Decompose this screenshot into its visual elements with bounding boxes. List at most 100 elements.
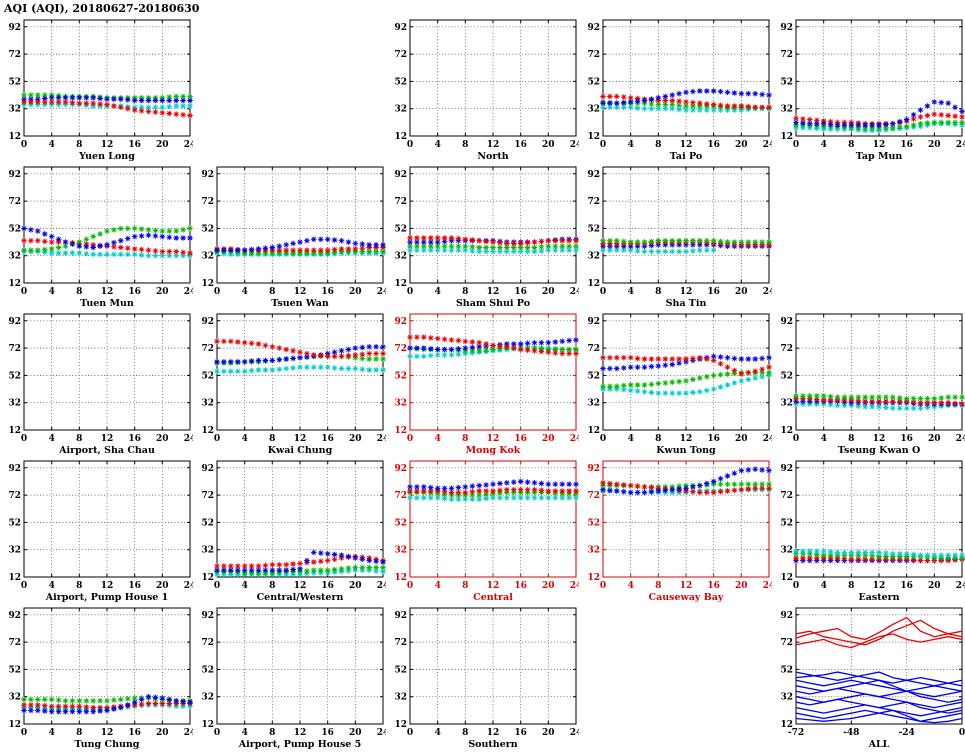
y-tick-label: 52	[201, 518, 214, 528]
gridlines	[410, 608, 576, 724]
gridlines	[24, 314, 190, 430]
x-tick-label: 8	[848, 581, 854, 591]
chart-title: Central/Western	[257, 592, 344, 602]
x-tick-label: 8	[269, 581, 275, 591]
plot-svg: 12 32 52 72 92 0 4 8 12 16 20 24 Causeway Bay	[587, 460, 772, 602]
y-tick-label: 32	[8, 546, 21, 556]
chart-yuen-long: 12 32 52 72 92 0 4 8 12 16 20 24 Yuen Long	[0, 14, 193, 161]
y-tick-label: 92	[780, 611, 793, 621]
plot-svg: 12 32 52 72 92 0 4 8 12 16 20 24 Tseung Kwan O	[780, 313, 965, 455]
y-tick-label: 12	[8, 426, 21, 436]
x-tick-label: 20	[928, 434, 941, 444]
x-tick-label: 24	[956, 140, 965, 150]
y-tick-label: 92	[587, 317, 600, 327]
chart-title: Tseung Kwan O	[838, 445, 920, 455]
x-tick-label: 20	[542, 581, 555, 591]
series-blue	[407, 478, 579, 492]
x-tick-label: 12	[487, 581, 500, 591]
plot-frame	[602, 19, 770, 137]
y-tick-label: 72	[394, 197, 407, 207]
plot-frame	[216, 607, 384, 725]
y-tick-label: 12	[780, 132, 793, 142]
y-tick-label: 52	[587, 518, 600, 528]
series-red	[600, 354, 772, 377]
gridlines	[217, 314, 383, 430]
plot-svg: 12 32 52 72 92 0 4 8 12 16 20 24 Central	[394, 460, 579, 602]
x-tick-label: 16	[321, 581, 334, 591]
x-tick-label: 4	[821, 434, 827, 444]
plot-svg: 12 32 52 72 92 0 4 8 12 16 20 24 Airport, Pump House…	[201, 607, 386, 749]
plot-svg: 12 32 52 72 92 0 4 8 12 16 20 24 Tsuen Wan	[201, 166, 386, 308]
x-tick-label: 0	[600, 434, 606, 444]
x-tick-label: 24	[377, 581, 386, 591]
chart-title: Tung Chung	[75, 739, 140, 749]
x-tick-label: -72	[788, 728, 804, 738]
x-tick-label: 4	[628, 434, 634, 444]
y-tick-label: 12	[201, 573, 214, 583]
x-tick-label: 4	[49, 728, 55, 738]
gridlines	[603, 167, 769, 283]
x-tick-label: 16	[900, 140, 913, 150]
chart-airport-pump-house-5: 12 32 52 72 92 0 4 8 12 16 20 24 Airport, Pump House…	[193, 602, 386, 749]
x-tick-label: 8	[462, 434, 468, 444]
x-tick-label: 8	[462, 728, 468, 738]
x-tick-label: 16	[128, 287, 141, 297]
series-station-blue-7	[795, 704, 963, 717]
x-tick-label: 20	[349, 581, 362, 591]
series-red	[21, 99, 193, 119]
y-tick-label: 32	[8, 252, 21, 262]
x-tick-label: 24	[570, 140, 579, 150]
y-tick-label: 32	[394, 105, 407, 115]
x-tick-label: 20	[156, 728, 169, 738]
gridlines	[217, 167, 383, 283]
x-tick-label: 20	[542, 728, 555, 738]
x-tick-label: 16	[321, 434, 334, 444]
x-tick-label: 0	[600, 140, 606, 150]
y-tick-label: 92	[394, 464, 407, 474]
y-tick-label: 12	[587, 573, 600, 583]
x-tick-label: 4	[628, 287, 634, 297]
x-tick-label: 4	[242, 287, 248, 297]
y-tick-label: 72	[780, 638, 793, 648]
y-tick-label: 12	[394, 573, 407, 583]
x-tick-label: 0	[407, 434, 413, 444]
y-tick-label: 52	[201, 665, 214, 675]
x-tick-label: 8	[76, 287, 82, 297]
chart-title: Airport, Sha Chau	[58, 445, 155, 455]
x-tick-label: 24	[763, 140, 772, 150]
plot-svg: 12 32 52 72 92 0 4 8 12 16 20 24 North	[394, 19, 579, 161]
plot-frame	[23, 460, 191, 578]
y-tick-label: 72	[394, 491, 407, 501]
y-tick-label: 32	[8, 399, 21, 409]
y-tick-label: 92	[394, 170, 407, 180]
y-tick-label: 32	[8, 693, 21, 703]
series-red	[214, 338, 386, 360]
y-tick-label: 72	[201, 491, 214, 501]
y-tick-label: 72	[8, 50, 21, 60]
series-cyan	[600, 372, 772, 396]
chart-all: 12 32 52 72 92 -72 -48 -24 0 ALL	[772, 602, 965, 749]
series-red	[407, 235, 579, 247]
y-tick-label: 12	[8, 132, 21, 142]
x-tick-label: 0	[600, 287, 606, 297]
x-tick-label: -48	[843, 728, 859, 738]
plot-frame	[795, 313, 963, 431]
y-tick-label: 32	[201, 546, 214, 556]
x-tick-label: 0	[21, 728, 27, 738]
y-tick-label: 12	[780, 573, 793, 583]
y-tick-label: 52	[394, 224, 407, 234]
x-tick-label: 24	[377, 434, 386, 444]
x-tick-label: 24	[570, 287, 579, 297]
chart-tsuen-wan: 12 32 52 72 92 0 4 8 12 16 20 24 Tsuen Wan	[193, 161, 386, 308]
x-tick-label: 16	[128, 581, 141, 591]
x-tick-label: 4	[628, 581, 634, 591]
y-tick-label: 32	[394, 693, 407, 703]
y-tick-label: 92	[201, 611, 214, 621]
series-station-red-2	[795, 633, 963, 649]
y-tick-label: 72	[587, 50, 600, 60]
y-tick-label: 32	[394, 399, 407, 409]
y-tick-label: 92	[780, 23, 793, 33]
chart-title: Eastern	[858, 592, 899, 602]
gridlines	[410, 167, 576, 283]
y-tick-label: 32	[201, 252, 214, 262]
